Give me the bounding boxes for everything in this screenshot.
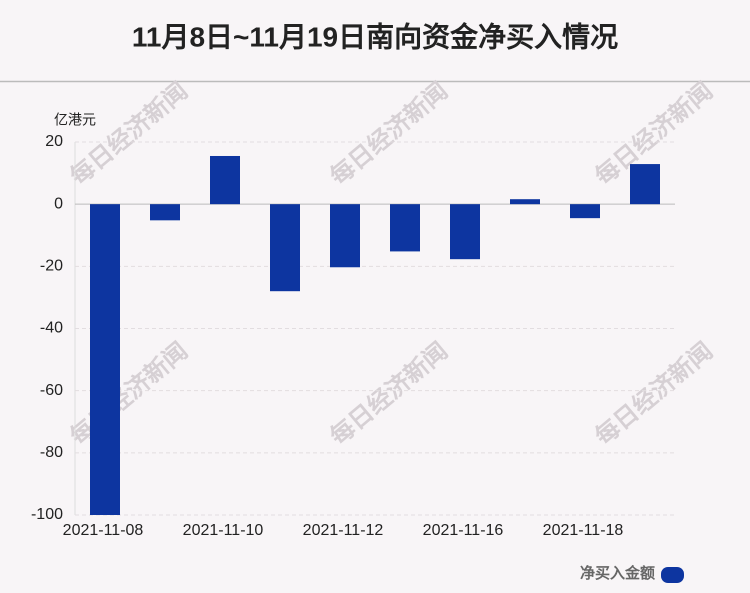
bar <box>270 204 300 292</box>
bar <box>210 155 240 205</box>
y-tick-label: -60 <box>40 382 63 399</box>
y-tick-label: -100 <box>31 506 63 523</box>
y-axis-unit: 亿港元 <box>54 112 96 128</box>
bar <box>390 204 420 252</box>
chart-title: 11月8日~11月19日南向资金净买入情况 <box>132 20 618 52</box>
bar <box>330 204 360 268</box>
x-tick-label: 2021-11-12 <box>303 522 384 539</box>
y-tick-label: 0 <box>54 195 63 212</box>
y-tick-label: -80 <box>40 444 63 461</box>
bar <box>630 164 660 205</box>
y-tick-label: 20 <box>45 133 63 150</box>
legend-label: 净买入金额 <box>580 564 655 582</box>
x-tick-label: 2021-11-10 <box>183 522 264 539</box>
bar <box>570 204 600 219</box>
x-tick-label: 2021-11-18 <box>543 522 624 539</box>
legend-swatch <box>661 567 684 583</box>
bar <box>450 204 480 260</box>
y-tick-label: -40 <box>40 320 63 337</box>
bar <box>150 204 180 221</box>
y-tick-label: -20 <box>40 258 63 275</box>
x-tick-label: 2021-11-16 <box>423 522 504 539</box>
bar <box>90 204 120 515</box>
bar <box>510 199 540 205</box>
x-tick-label: 2021-11-08 <box>63 522 144 539</box>
